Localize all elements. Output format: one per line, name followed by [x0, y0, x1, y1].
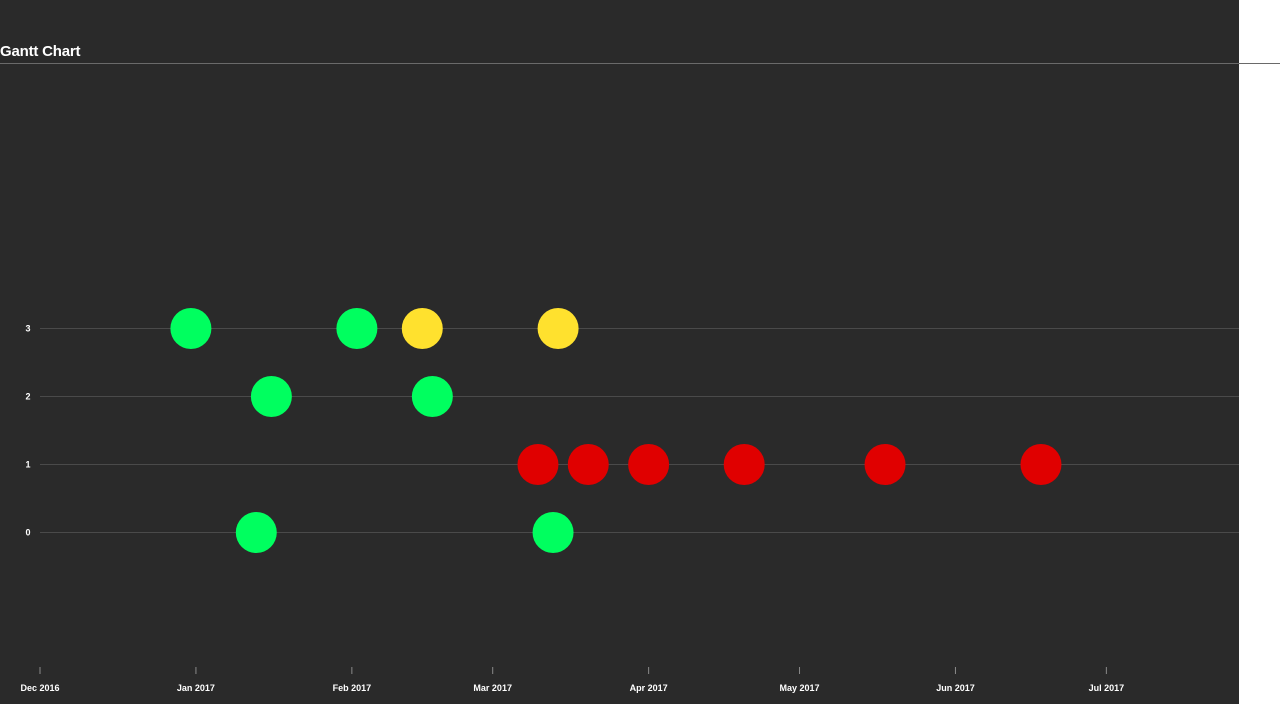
gridlines: [40, 328, 1239, 533]
x-tick-label: Jul 2017: [1089, 683, 1125, 693]
x-tick-label: Mar 2017: [473, 683, 512, 693]
data-point-red: [628, 444, 670, 485]
x-tick-label: Jan 2017: [177, 683, 215, 693]
y-tick-label: 3: [25, 324, 30, 334]
data-point-red: [1020, 444, 1062, 485]
data-point-green: [411, 376, 453, 417]
data-points: [170, 308, 1062, 553]
data-point-green: [235, 512, 277, 553]
data-point-green: [336, 308, 378, 349]
y-tick-label: 1: [25, 460, 30, 470]
data-point-green: [532, 512, 574, 553]
y-tick-label: 2: [25, 392, 30, 402]
data-point-red: [517, 444, 559, 485]
data-point-yellow: [537, 308, 579, 349]
gantt-chart-plot: 0 1 2 3 Dec 2016 Jan 2017 Feb 2017 Mar 2017 Apr …: [20, 308, 1239, 694]
data-point-red: [567, 444, 609, 485]
data-point-green: [250, 376, 292, 417]
data-point-green: [170, 308, 212, 349]
x-tick-label: Dec 2016: [20, 683, 59, 693]
data-point-yellow: [401, 308, 443, 349]
chart-title: Gantt Chart: [0, 43, 81, 60]
chart-panel: Gantt Chart 0 1 2 3 Dec 2016 Jan 2017 Feb 2017…: [0, 0, 1239, 704]
x-tick-label: Apr 2017: [630, 683, 668, 693]
x-tick-label: Jun 2017: [936, 683, 975, 693]
data-point-red: [723, 444, 765, 485]
data-point-red: [864, 444, 906, 485]
x-tick-label: May 2017: [780, 683, 820, 693]
y-tick-label: 0: [25, 528, 30, 538]
title-divider: [0, 63, 1280, 64]
axes: 0 1 2 3 Dec 2016 Jan 2017 Feb 2017 Mar 2017 Apr …: [20, 324, 1124, 694]
x-tick-label: Feb 2017: [333, 683, 372, 693]
